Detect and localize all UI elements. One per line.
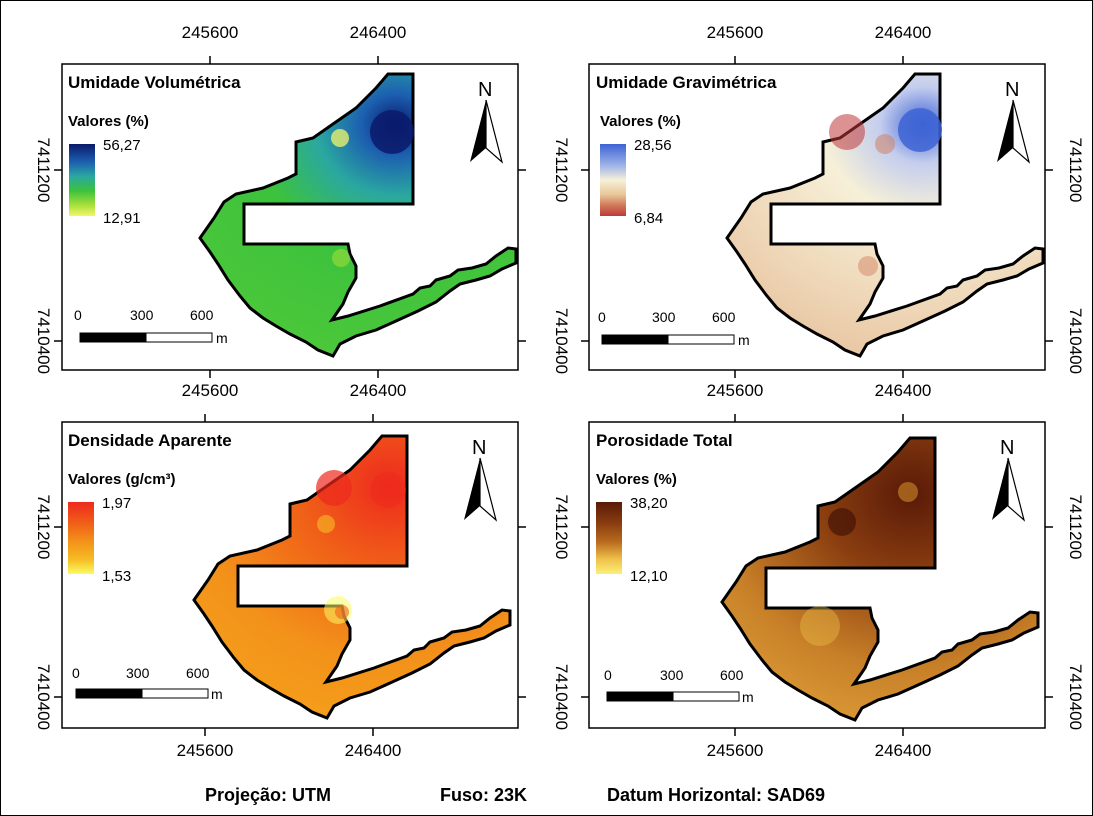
legend-max-value: 56,27 [103, 137, 141, 154]
scale-label-300: 300 [130, 307, 154, 323]
scale-label-0: 0 [72, 665, 80, 681]
hotspot [829, 114, 865, 150]
legend-max-value: 1,97 [102, 495, 131, 512]
y-tick-label: 7410400 [1066, 664, 1085, 730]
north-arrow-icon: N [992, 437, 1026, 522]
legend-color-ramp [600, 144, 626, 216]
legend-color-ramp [69, 144, 95, 216]
x-tick-label: 246400 [350, 23, 407, 42]
north-label: N [1005, 79, 1019, 101]
north-label: N [1000, 437, 1014, 459]
x-tick-label: 245600 [182, 23, 239, 42]
scale-unit: m [211, 686, 223, 702]
hotspot [898, 108, 942, 152]
x-tick-label: 245600 [182, 381, 239, 400]
scale-label-300: 300 [660, 667, 684, 683]
scale-label-600: 600 [712, 309, 736, 325]
legend-color-ramp [596, 502, 622, 574]
hotspot [335, 605, 349, 619]
legend-title: Valores (g/cm³) [68, 471, 176, 488]
north-label: N [472, 437, 486, 459]
scale-bar: 0 300 600 m [72, 665, 223, 702]
projection-text: Projeção: UTM [205, 785, 331, 805]
scale-label-300: 300 [652, 309, 676, 325]
hotspot [800, 606, 840, 646]
y-tick-label: 7411200 [1066, 138, 1085, 203]
zone-text: Fuso: 23K [440, 785, 527, 805]
panel-title: Umidade Volumétrica [68, 73, 241, 92]
scale-bar: 0 300 600 m [604, 667, 754, 705]
hotspot [858, 256, 878, 276]
north-label: N [478, 79, 492, 101]
y-tick-label: 7411200 [1066, 495, 1085, 560]
x-tick-label: 245600 [707, 741, 764, 760]
legend-title: Valores (%) [68, 113, 149, 130]
legend-min-value: 12,91 [103, 210, 141, 227]
panel-umidade-gravimetrica: Umidade Gravimétrica Valores (%) 28,56 6… [552, 23, 1085, 400]
scale-label-0: 0 [598, 309, 606, 325]
y-tick-label: 7411200 [34, 495, 53, 560]
x-tick-label: 246400 [350, 381, 407, 400]
north-arrow-icon: N [997, 79, 1031, 164]
hotspot [828, 508, 856, 536]
legend-title: Valores (%) [596, 471, 677, 488]
y-tick-label: 7411200 [552, 138, 571, 203]
north-arrow-icon: N [464, 437, 498, 522]
panel-title: Umidade Gravimétrica [596, 73, 777, 92]
north-arrow-icon: N [470, 79, 504, 164]
legend-max-value: 38,20 [630, 495, 668, 512]
x-tick-label: 246400 [875, 381, 932, 400]
scale-unit: m [738, 332, 750, 348]
hotspot [317, 515, 335, 533]
hotspot [316, 470, 352, 506]
datum-text: Datum Horizontal: SAD69 [607, 785, 825, 805]
hotspot [332, 249, 350, 267]
y-tick-label: 7410400 [1066, 308, 1085, 374]
panel-title: Porosidade Total [596, 431, 733, 450]
y-tick-label: 7410400 [552, 664, 571, 730]
scale-bar: 0 300 600 m [74, 307, 228, 346]
y-tick-label: 7410400 [34, 664, 53, 730]
scale-bar: 0 300 600 m [598, 309, 750, 348]
scale-label-600: 600 [186, 665, 210, 681]
legend-max-value: 28,56 [634, 137, 672, 154]
x-tick-label: 245600 [707, 381, 764, 400]
legend-title: Valores (%) [600, 113, 681, 130]
scale-label-300: 300 [126, 665, 150, 681]
panel-densidade-aparente: Densidade Aparente Valores (g/cm³) 1,97 … [34, 414, 526, 760]
scale-unit: m [216, 330, 228, 346]
y-tick-label: 7410400 [552, 308, 571, 374]
panel-title: Densidade Aparente [68, 431, 232, 450]
x-tick-label: 246400 [345, 741, 402, 760]
x-tick-label: 246400 [875, 741, 932, 760]
hotspot [370, 472, 406, 508]
legend-color-ramp [68, 502, 94, 574]
scale-unit: m [742, 689, 754, 705]
hotspot [331, 129, 349, 147]
scale-label-0: 0 [74, 307, 82, 323]
panel-porosidade-total: Porosidade Total Valores (%) 38,20 12,10… [552, 414, 1085, 760]
footer: Projeção: UTM Fuso: 23K Datum Horizontal… [205, 785, 825, 805]
x-tick-label: 245600 [707, 23, 764, 42]
hotspot [370, 110, 414, 154]
y-tick-label: 7411200 [552, 495, 571, 560]
x-tick-label: 246400 [875, 23, 932, 42]
scale-label-0: 0 [604, 667, 612, 683]
legend-min-value: 6,84 [634, 210, 663, 227]
y-tick-label: 7410400 [34, 308, 53, 374]
hotspot [898, 482, 918, 502]
x-tick-label: 245600 [177, 741, 234, 760]
legend-min-value: 1,53 [102, 568, 131, 585]
scale-label-600: 600 [720, 667, 744, 683]
panel-umidade-volumetrica: Umidade Volumétrica Valores (%) 56,27 12… [34, 23, 526, 400]
legend-min-value: 12,10 [630, 568, 668, 585]
hotspot [875, 134, 895, 154]
y-tick-label: 7411200 [34, 138, 53, 203]
scale-label-600: 600 [190, 307, 214, 323]
